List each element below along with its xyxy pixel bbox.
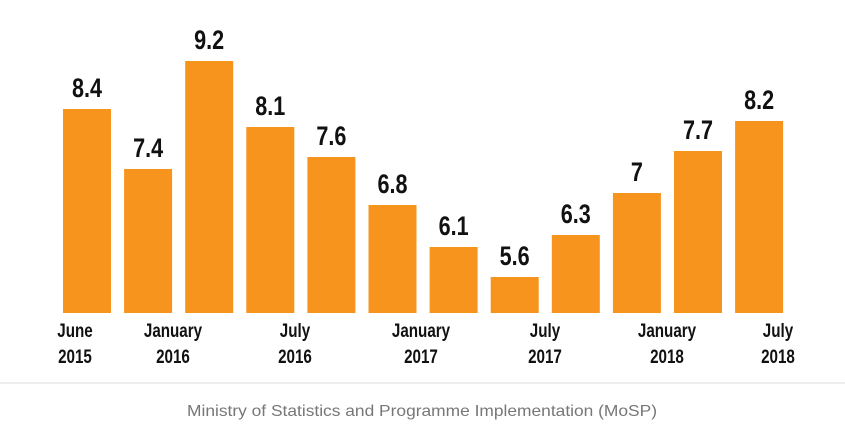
x-tick-label: July — [280, 319, 311, 341]
value-label: 8.1 — [255, 92, 285, 122]
bar — [735, 121, 784, 313]
x-tick-label: 2015 — [58, 345, 92, 367]
bar — [490, 277, 539, 313]
bar — [63, 109, 111, 313]
source: Ministry of Statistics and Programme Imp… — [187, 403, 657, 420]
bar — [124, 169, 173, 313]
x-tick-label: July — [763, 319, 794, 341]
value-label: 7 — [631, 158, 643, 188]
value-label: 7.6 — [316, 122, 346, 152]
x-tick-label: 2016 — [156, 345, 190, 367]
value-label: 7.7 — [683, 116, 713, 146]
x-tick-label: 2016 — [278, 345, 312, 367]
x-tick-label: January — [638, 319, 697, 341]
x-tick-label: January — [392, 319, 451, 341]
bar — [246, 127, 295, 313]
x-tick-label: January — [144, 319, 203, 341]
value-label: 8.4 — [72, 74, 102, 104]
x-tick-label: 2017 — [528, 345, 562, 367]
bar — [674, 151, 722, 313]
x-tick-label: 2018 — [650, 345, 684, 367]
x-tick-label: 2018 — [761, 345, 795, 367]
value-label: 6.3 — [561, 200, 591, 230]
value-label: 6.1 — [439, 212, 469, 242]
bar — [612, 193, 661, 313]
x-tick-label: June — [57, 319, 92, 341]
value-label: 6.8 — [377, 170, 407, 200]
value-label: 7.4 — [133, 134, 163, 164]
value-label: 9.2 — [194, 26, 224, 56]
bar — [551, 235, 600, 313]
x-tick-label: 2017 — [404, 345, 438, 367]
value-label: 5.6 — [500, 242, 530, 272]
x-tick-label: July — [530, 319, 561, 341]
value-label: 8.2 — [744, 86, 774, 116]
bar — [368, 205, 417, 313]
bar — [185, 61, 234, 313]
bar — [307, 157, 356, 313]
bar — [429, 247, 478, 313]
